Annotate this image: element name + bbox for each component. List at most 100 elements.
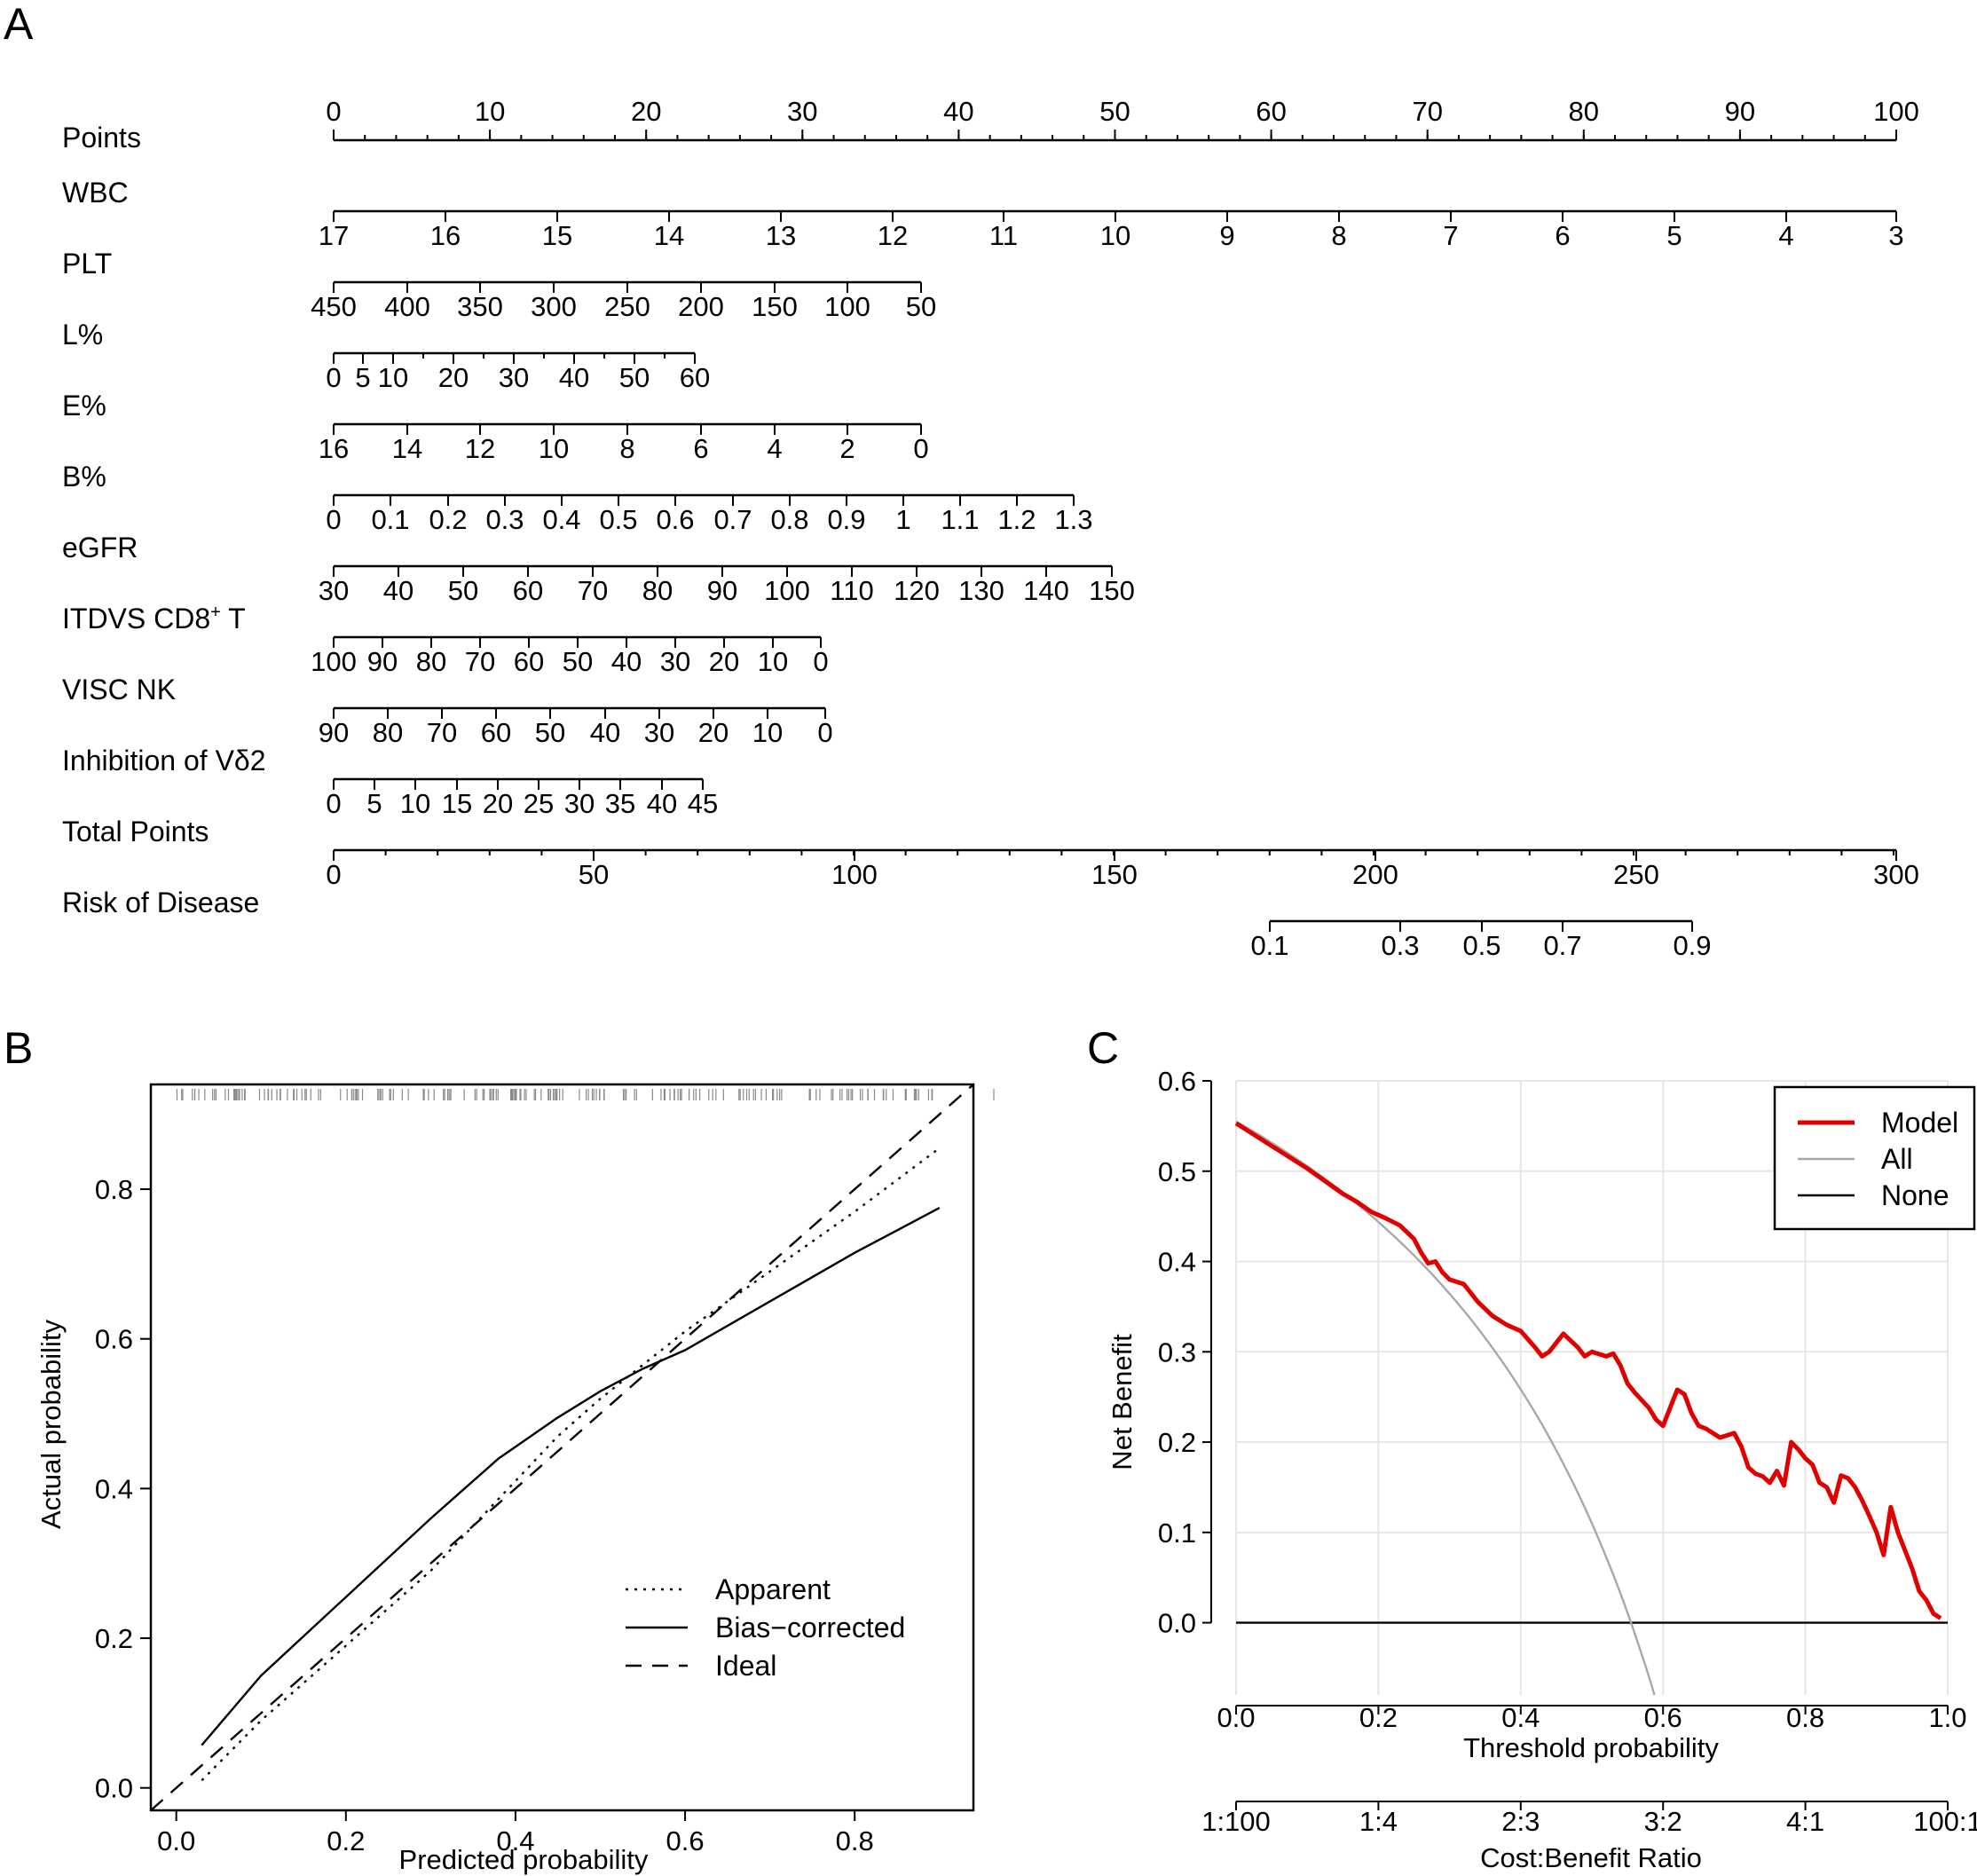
panel-label-b: B: [4, 1023, 33, 1073]
nomogram-row-label: Inhibition of Vδ2: [62, 745, 266, 776]
nomogram-tick-label: 0: [326, 96, 341, 127]
nomogram-row-label: E%: [62, 390, 106, 422]
nomogram-tick-label: 12: [878, 220, 908, 251]
nomogram-tick-label: 80: [642, 575, 673, 606]
calibration-series-apparent: [201, 1147, 941, 1782]
nomogram-tick-label: 20: [483, 788, 513, 819]
nomogram-tick-label: 50: [619, 362, 650, 393]
nomogram-tick-label: 0: [326, 859, 341, 890]
nomogram-tick-label: 20: [709, 646, 739, 677]
nomogram-tick-label: 5: [355, 362, 370, 393]
decision-curve-x-axis-title: Threshold probability: [1463, 1732, 1719, 1763]
nomogram-tick-label: 60: [1256, 96, 1286, 127]
nomogram-tick-label: 8: [1331, 220, 1346, 251]
nomogram-tick-label: 350: [457, 291, 503, 322]
nomogram-tick-label: 400: [384, 291, 430, 322]
nomogram-tick-label: 5: [1666, 220, 1682, 251]
nomogram-row-b: B% 0 0.1 0.2 0.3 0.4 0.5 0.6 0.7 0.8 0.9 1 1.1 1.2 1.3: [62, 461, 1093, 535]
nomogram-tick-label: 35: [605, 788, 635, 819]
nomogram-tick-label: 25: [524, 788, 554, 819]
nomogram-tick-label: 4: [767, 433, 782, 464]
nomogram-tick-label: 3: [1888, 220, 1903, 251]
calibration-y-axis-title: Actual probability: [35, 1319, 67, 1529]
nomogram-row-label: Risk of Disease: [62, 887, 259, 918]
nomogram-tick-label: 50: [448, 575, 478, 606]
nomogram-tick-label: 10: [400, 788, 430, 819]
nomogram-tick-label: 0.8: [770, 504, 808, 535]
nomogram-tick-label: 110: [830, 575, 873, 606]
nomogram-row-label: ITDVS CD8+ T: [62, 603, 246, 635]
nomogram-tick-label: 7: [1443, 220, 1458, 251]
nomogram-tick-label: 0.6: [656, 504, 694, 535]
cost-benefit-axis-title: Cost:Benefit Ratio: [1480, 1842, 1702, 1873]
nomogram-tick-label: 150: [752, 291, 798, 322]
nomogram-tick-label: 40: [383, 575, 414, 606]
nomogram-tick-label: 6: [1555, 220, 1570, 251]
nomogram-tick-label: 50: [563, 646, 593, 677]
nomogram-tick-label: 80: [1569, 96, 1599, 127]
nomogram-tick-label: 16: [430, 220, 461, 251]
nomogram-tick-label: 30: [564, 788, 595, 819]
nomogram-tick-label: 0.7: [713, 504, 752, 535]
decision-curve-legend-label: All: [1881, 1143, 1913, 1175]
nomogram-tick-label: 0: [813, 646, 828, 677]
decision-curve-lines: [1234, 1120, 1948, 1696]
nomogram-row-e: E% 16 14 12 10 8 6 4 2 0: [62, 390, 929, 464]
cost-benefit-tick-label: 1:4: [1359, 1806, 1398, 1837]
nomogram-tick-label: 6: [693, 433, 708, 464]
calibration-y-tick-label: 0.2: [95, 1623, 133, 1654]
nomogram-row-visc-nk: VISC NK 90 80 70 60 50 40 30 20 10 0: [62, 674, 833, 748]
nomogram-tick-label: 20: [631, 96, 661, 127]
nomogram-tick-label: 30: [660, 646, 690, 677]
nomogram-tick-label: 2: [839, 433, 855, 464]
nomogram-tick-label: 40: [559, 362, 589, 393]
nomogram-tick-label: 20: [698, 717, 729, 748]
nomogram-tick-label: 0: [326, 362, 341, 393]
nomogram-tick-label: 0.9: [1673, 930, 1711, 961]
calibration-lines: [150, 1084, 974, 1811]
nomogram-tick-label: 60: [513, 575, 543, 606]
nomogram-tick-label: 70: [1412, 96, 1442, 127]
nomogram-tick-label: 450: [311, 291, 357, 322]
calibration-y-tick-label: 0.6: [95, 1324, 133, 1355]
nomogram-row-label: VISC NK: [62, 674, 176, 705]
calibration-legend-label: Apparent: [715, 1573, 831, 1605]
nomogram-tick-label: 90: [367, 646, 398, 677]
nomogram-tick-label: 15: [442, 788, 472, 819]
nomogram-tick-label: 10: [378, 362, 408, 393]
decision-curve-x-tick-label: 0.0: [1217, 1702, 1255, 1733]
nomogram-tick-label: 300: [531, 291, 577, 322]
nomogram-row-risk-of-disease: Risk of Disease 0.1 0.3 0.5 0.7 0.9: [62, 887, 1712, 961]
decision-curve-legend: Model All None: [1773, 1085, 1976, 1231]
cost-benefit-tick-label: 1:100: [1201, 1806, 1271, 1837]
nomogram-row-label: eGFR: [62, 532, 138, 564]
nomogram-tick-label: 30: [644, 717, 674, 748]
decision-curve-x-tick-label: 0.6: [1644, 1702, 1682, 1733]
nomogram-tick-label: 5: [366, 788, 382, 819]
nomogram-row-total-points: Total Points 0 50 100 150 200 250 300: [62, 816, 1919, 890]
panel-label-c: C: [1087, 1023, 1119, 1073]
nomogram-row-label: Points: [62, 122, 141, 154]
calibration-x-tick-label: 0.0: [157, 1825, 195, 1856]
nomogram-tick-label: 17: [319, 220, 349, 251]
nomogram-tick-label: 8: [619, 433, 634, 464]
nomogram-tick-label: 90: [707, 575, 737, 606]
decision-curve-panel: C 0.0 0.1 0.2 0.3 0.4 0.5 0.6 0.0 0.2 0.4 0.6 0.8 1.…: [1087, 1023, 1977, 1873]
nomogram-tick-label: 9: [1219, 220, 1234, 251]
decision-curve-y-tick-label: 0.0: [1158, 1608, 1196, 1639]
nomogram-tick-label: 30: [499, 362, 529, 393]
nomogram-tick-label: 0: [817, 717, 832, 748]
decision-curve-x-tick-label: 0.2: [1359, 1702, 1398, 1733]
nomogram-tick-label: 100: [831, 859, 878, 890]
nomogram-tick-label: 11: [989, 220, 1018, 251]
nomogram-tick-label: 0.3: [485, 504, 524, 535]
decision-curve-y-tick-label: 0.2: [1158, 1427, 1196, 1458]
calibration-legend: Apparent Bias−corrected Ideal: [626, 1573, 905, 1682]
decision-curve-legend-label: Model: [1881, 1107, 1958, 1139]
nomogram-tick-label: 0.4: [542, 504, 580, 535]
nomogram-tick-label: 200: [678, 291, 724, 322]
nomogram-tick-label: 0.7: [1543, 930, 1581, 961]
nomogram-tick-label: 90: [1725, 96, 1755, 127]
